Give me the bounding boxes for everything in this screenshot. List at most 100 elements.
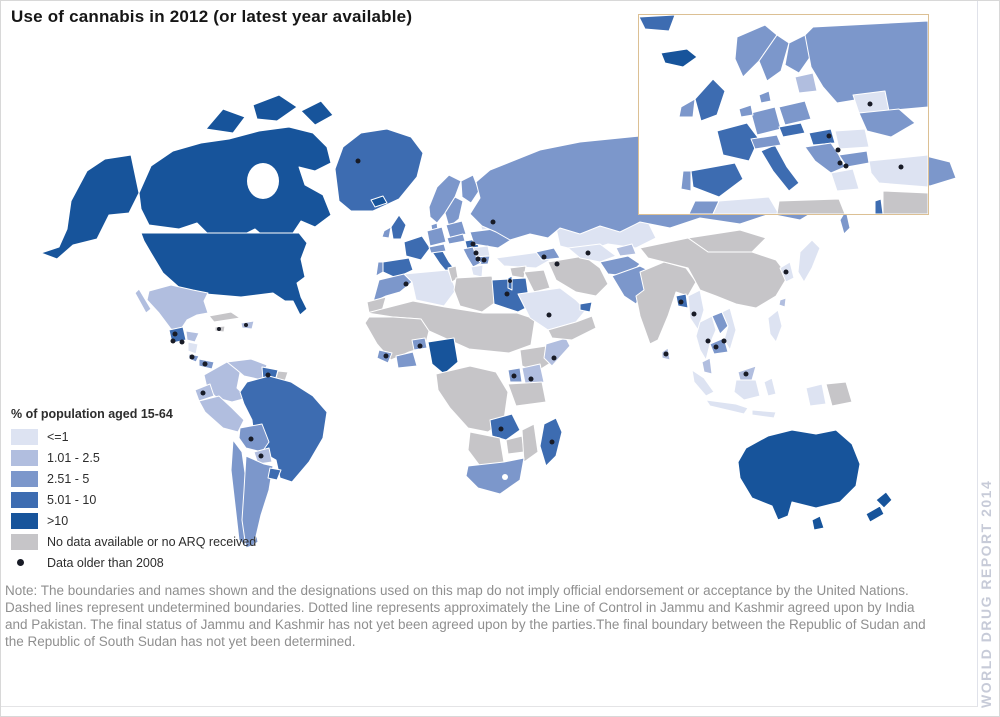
country-nicaragua [187, 341, 199, 355]
country-canada [138, 126, 332, 242]
country-finland-inset [784, 34, 814, 74]
country-algeria [403, 269, 457, 307]
data-dot [663, 351, 669, 357]
data-dot [713, 344, 719, 350]
country-new-zealand-south [865, 505, 885, 523]
map-note: Note: The boundaries and names shown and… [5, 583, 926, 650]
country-hungary-inset [808, 128, 836, 146]
country-greenland-inset [639, 15, 676, 32]
country-iceland [370, 195, 388, 208]
country-algeria-inset [712, 196, 780, 214]
country-portugal [375, 261, 384, 277]
country-ghana-cote-divoire [395, 351, 418, 369]
data-dot [898, 164, 904, 170]
country-libya [453, 275, 497, 313]
europe-inset [638, 14, 929, 215]
data-dot [835, 147, 841, 153]
data-dot [417, 343, 423, 349]
country-uk [390, 214, 407, 240]
data-dot [783, 269, 789, 275]
country-ireland-inset [678, 98, 696, 118]
data-dot [554, 261, 560, 267]
country-spain-inset [690, 162, 744, 198]
region-benelux-inset [738, 104, 754, 118]
data-dot [705, 338, 711, 344]
data-dot [403, 281, 409, 287]
inset-countries-layer [639, 15, 928, 214]
country-mexico [146, 284, 209, 333]
inset-dots-layer [826, 101, 904, 170]
island-java [705, 399, 749, 415]
legend-label: No data available or no ARQ received [47, 534, 257, 549]
country-france-inset [716, 122, 760, 162]
country-sweden-inset [758, 34, 790, 82]
country-brazil [239, 375, 328, 483]
legend-label: 2.51 - 5 [47, 471, 90, 486]
data-dot [678, 299, 684, 305]
data-dot [258, 453, 264, 459]
island-sumatra [691, 369, 715, 397]
region-libya-tunisia-inset [776, 198, 846, 214]
country-papua-new-guinea [825, 381, 853, 407]
data-dot [504, 291, 510, 297]
data-dot [826, 133, 832, 139]
country-greenland [334, 128, 424, 212]
legend-swatch [11, 470, 38, 487]
country-france [403, 235, 431, 261]
legend-label: Data older than 2008 [47, 555, 164, 570]
data-dot [721, 338, 727, 344]
europe-inset-map [639, 15, 928, 214]
data-dot [549, 439, 555, 445]
data-dot [355, 158, 361, 164]
legend-dot-row: Data older than 2008 [11, 552, 256, 573]
country-poland [445, 220, 467, 239]
data-dot [508, 279, 512, 283]
data-dot [473, 250, 479, 256]
region-uzbekistan-turkmenistan [567, 243, 617, 263]
country-alaska [40, 154, 140, 260]
country-baja [134, 288, 152, 314]
country-morocco [372, 273, 413, 303]
country-zimbabwe [505, 435, 525, 455]
data-dot [248, 436, 254, 442]
island-papua-indonesia [805, 383, 827, 407]
country-japan [797, 239, 821, 283]
country-arctic-island [205, 108, 246, 134]
legend-row: <=1 [11, 426, 256, 447]
country-somalia [543, 337, 571, 367]
country-israel-inset [874, 198, 884, 214]
country-portugal-inset [680, 170, 692, 192]
country-finland [460, 174, 480, 204]
region-switzerland-austria-inset [750, 134, 782, 150]
data-dots-layer [170, 158, 789, 459]
legend: % of population aged 15-64 <=1 1.01 - 2.… [11, 407, 256, 573]
country-ireland [381, 226, 392, 239]
country-uruguay [267, 467, 282, 481]
country-italy-inset [760, 144, 800, 192]
country-turkey [495, 251, 551, 269]
data-dot [546, 312, 552, 318]
data-dot [200, 390, 206, 396]
lesotho-hole [502, 474, 508, 480]
region-baltics-inset [794, 72, 818, 94]
legend-swatch [11, 533, 38, 550]
data-dot [217, 327, 221, 331]
data-dot [481, 257, 487, 263]
data-dot [170, 338, 176, 344]
data-dot [202, 361, 208, 367]
country-germany [426, 226, 447, 247]
country-tanzania [507, 381, 547, 407]
data-dot [475, 256, 481, 262]
country-romania-inset [834, 128, 870, 150]
country-greece-inset [830, 168, 860, 192]
legend-row: >10 [11, 510, 256, 531]
island-borneo [733, 379, 761, 401]
country-honduras [185, 330, 200, 343]
data-dot [383, 353, 389, 359]
country-south-africa [465, 457, 525, 495]
country-uk-inset [694, 78, 726, 122]
country-greece [470, 264, 484, 278]
page-title: Use of cannabis in 2012 (or latest year … [11, 7, 413, 26]
data-dot [189, 354, 195, 360]
